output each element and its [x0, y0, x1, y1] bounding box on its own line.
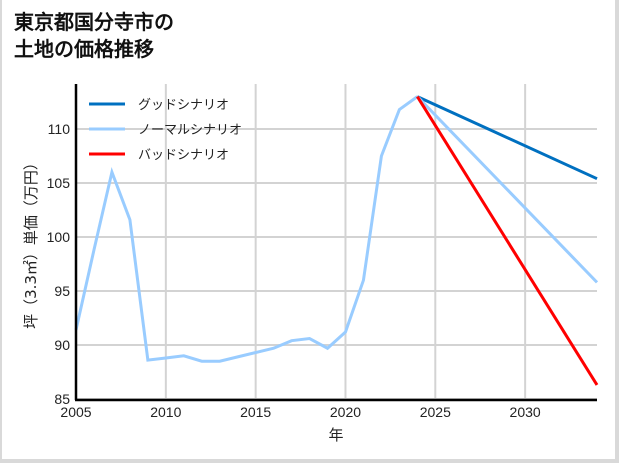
series-line: [416, 95, 599, 386]
y-tick-labels: 85 90 95 100 105 110: [47, 121, 71, 407]
x-tick-label: 2015: [240, 404, 271, 420]
x-tick-labels: 2005 2010 2015 2020 2025 2030: [60, 404, 540, 420]
x-tick-label: 2010: [150, 404, 181, 420]
x-tick-label: 2025: [420, 404, 451, 420]
series-line: [416, 95, 598, 181]
data-lines: [74, 95, 599, 386]
chart-title: 東京都国分寺市の 土地の価格推移: [14, 10, 174, 61]
x-axis-label: 年: [328, 426, 343, 444]
legend-label: ノーマルシナリオ: [138, 123, 242, 138]
x-tick-label: 2005: [60, 404, 91, 420]
x-tick-label: 2020: [330, 404, 361, 420]
y-tick-label: 105: [47, 175, 71, 191]
series-line: [416, 95, 599, 284]
y-tick-label: 100: [47, 229, 71, 245]
y-tick-label: 90: [54, 337, 70, 353]
series-line: [74, 95, 419, 363]
y-tick-label: 95: [54, 283, 70, 299]
y-axis-label: 坪（3.3㎡）単価（万円）: [22, 155, 40, 329]
x-tick-label: 2030: [510, 404, 541, 420]
y-tick-label: 85: [54, 391, 70, 407]
axes: [74, 84, 597, 402]
legend-label: バッドシナリオ: [138, 148, 229, 163]
legend-label: グッドシナリオ: [138, 98, 229, 113]
y-tick-label: 110: [48, 121, 71, 137]
